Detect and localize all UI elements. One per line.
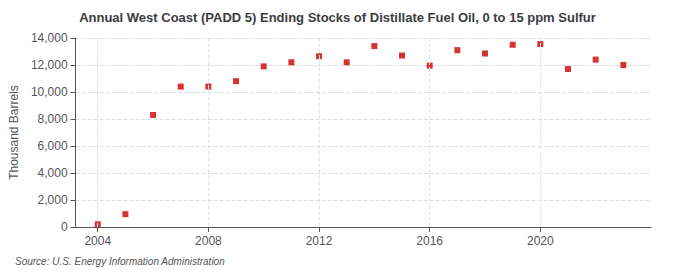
svg-text:12,000: 12,000: [31, 58, 68, 72]
svg-text:2012: 2012: [306, 234, 333, 248]
svg-text:Annual West Coast (PADD 5) End: Annual West Coast (PADD 5) Ending Stocks…: [79, 10, 596, 25]
svg-text:2008: 2008: [195, 234, 222, 248]
svg-text:Thousand Barrels: Thousand Barrels: [7, 85, 21, 180]
svg-text:2016: 2016: [416, 234, 443, 248]
svg-text:Source: U.S. Energy Informatio: Source: U.S. Energy Information Administ…: [15, 256, 225, 267]
svg-text:2,000: 2,000: [38, 193, 68, 207]
svg-text:8,000: 8,000: [38, 112, 68, 126]
svg-text:2004: 2004: [84, 234, 111, 248]
svg-text:14,000: 14,000: [31, 31, 68, 45]
svg-text:6,000: 6,000: [38, 139, 68, 153]
svg-text:10,000: 10,000: [31, 85, 68, 99]
svg-text:4,000: 4,000: [38, 166, 68, 180]
svg-text:0: 0: [61, 220, 68, 234]
svg-text:2020: 2020: [527, 234, 554, 248]
